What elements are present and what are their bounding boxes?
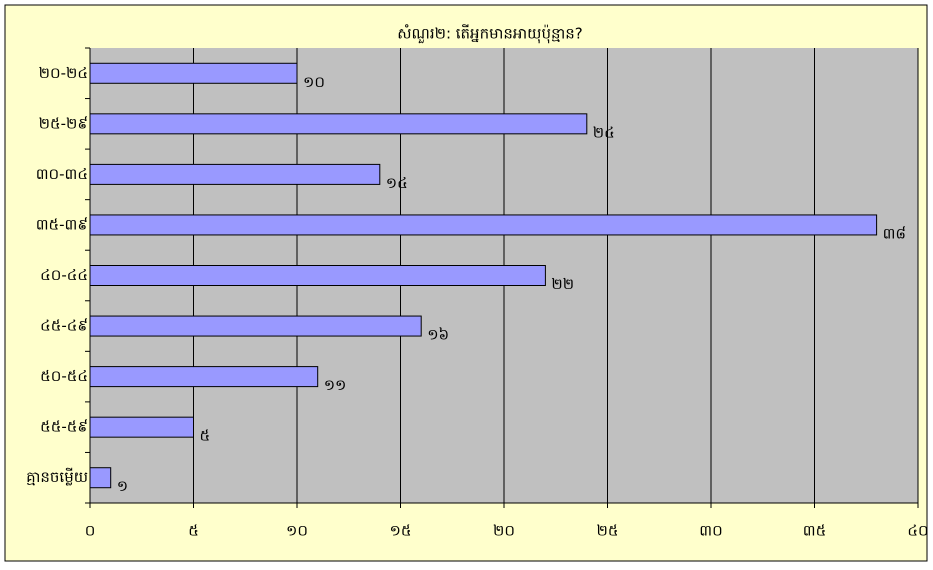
- x-tick-label: ៥: [188, 522, 199, 540]
- x-tick-label: ១៥: [390, 522, 412, 540]
- data-label: ១៤: [386, 174, 408, 192]
- y-tick-label: ៣០-៣៤: [36, 165, 88, 183]
- x-tick-label: ០: [85, 522, 96, 540]
- bar: [89, 467, 112, 489]
- y-tick-label: ៥០-៥៤: [40, 367, 88, 385]
- y-tick-label: ៣៥-៣៩: [36, 215, 88, 233]
- bar: [89, 416, 194, 438]
- bar: [89, 214, 878, 236]
- x-tick-label: ៣៥: [803, 522, 826, 540]
- data-label: ២៤: [593, 123, 615, 141]
- data-label: ៥: [200, 427, 211, 445]
- bar: [89, 113, 588, 135]
- x-tick-label: ២០: [493, 522, 515, 540]
- y-tick-label: ៤០-៤៤: [40, 266, 88, 284]
- y-tick-label: គ្មានចម្លើយ: [26, 467, 88, 486]
- x-tick-label: ១០: [286, 522, 308, 540]
- data-label: ២២: [551, 275, 574, 293]
- y-tick-label: ២០-២៤: [39, 64, 88, 82]
- data-label: ១០: [303, 73, 325, 91]
- bar: [89, 315, 422, 337]
- chart-title: សំណួរ២: តើអ្នកមានអាយុប៉ុន្មាន?: [397, 24, 583, 44]
- bar: [89, 62, 298, 84]
- bar: [89, 265, 546, 286]
- x-tick-label: ២៥: [597, 522, 619, 540]
- bar: [89, 366, 319, 388]
- y-tick-label: ៥៥-៥៩: [40, 418, 88, 436]
- x-tick-label: ៤០: [907, 522, 928, 540]
- data-label: ១១: [324, 376, 347, 394]
- data-label: ១៦: [427, 326, 449, 344]
- data-label: ១: [117, 477, 128, 495]
- x-tick-label: ៣០: [699, 522, 722, 540]
- y-tick-label: ៤៥-៤៩: [40, 317, 88, 335]
- y-tick-label: ២៥-២៩: [39, 114, 88, 132]
- data-label: ៣៨: [883, 224, 906, 242]
- bar: [89, 163, 381, 185]
